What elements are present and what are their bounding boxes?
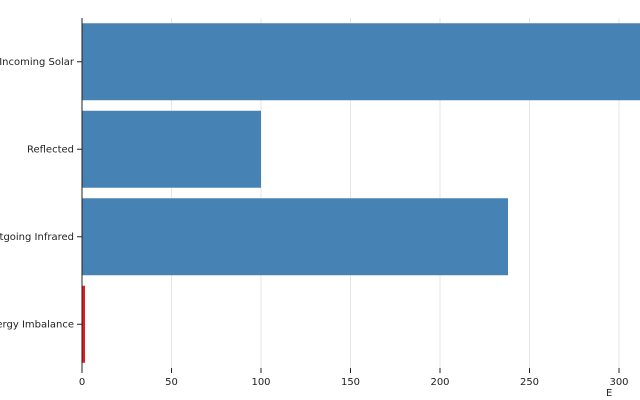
x-tick-label: 200 — [430, 377, 449, 388]
y-tick-label: Outgoing Infrared — [0, 232, 74, 243]
y-tick-label: Incoming Solar — [0, 57, 75, 68]
y-tick-label: Energy Imbalance — [0, 319, 74, 330]
bar — [82, 110, 261, 188]
bar — [82, 198, 509, 276]
bar — [82, 23, 640, 101]
x-tick-label: 0 — [79, 377, 85, 388]
bar — [82, 285, 85, 363]
x-tick-label: 50 — [165, 377, 178, 388]
x-tick-label: 100 — [251, 377, 270, 388]
x-axis-label: E — [606, 388, 612, 399]
y-tick-label: Reflected — [27, 144, 74, 155]
x-tick-label: 300 — [609, 377, 628, 388]
x-tick-label: 150 — [341, 377, 360, 388]
x-tick-label: 250 — [520, 377, 539, 388]
